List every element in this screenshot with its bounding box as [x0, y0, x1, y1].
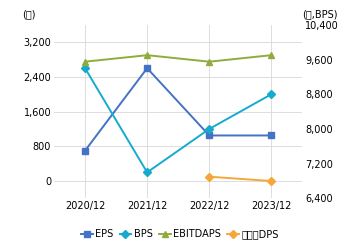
Line: EBITDAPS: EBITDAPS	[82, 52, 274, 65]
보통주DPS	[207, 175, 211, 178]
Line: EPS: EPS	[82, 65, 274, 154]
Line: BPS: BPS	[82, 65, 274, 176]
BPS	[269, 93, 274, 96]
BPS	[207, 127, 211, 130]
EPS	[145, 67, 149, 70]
보통주DPS	[269, 180, 274, 183]
EPS	[207, 134, 211, 137]
EPS	[269, 134, 274, 137]
Legend: EPS, BPS, EBITDAPS, 보통주DPS: EPS, BPS, EBITDAPS, 보통주DPS	[77, 225, 283, 243]
EBITDAPS	[83, 60, 87, 63]
Line: 보통주DPS: 보통주DPS	[206, 174, 274, 184]
EPS	[83, 149, 87, 152]
BPS	[83, 67, 87, 70]
Text: (원,BPS): (원,BPS)	[302, 10, 337, 20]
EBITDAPS	[207, 60, 211, 63]
EBITDAPS	[145, 54, 149, 57]
Text: (원): (원)	[22, 10, 35, 20]
EBITDAPS	[269, 54, 274, 57]
BPS	[145, 171, 149, 174]
